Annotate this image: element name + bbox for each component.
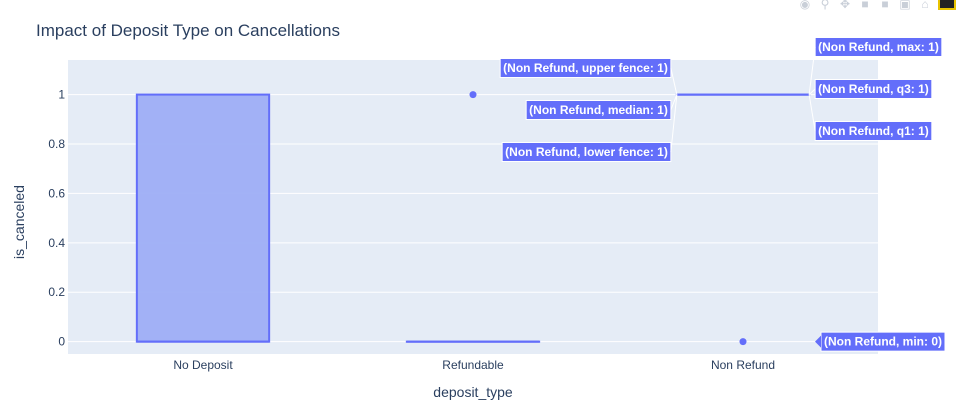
hover-q3: (Non Refund, q3: 1): [808, 79, 933, 99]
box-refundable[interactable]: [405, 91, 541, 343]
outlier-point[interactable]: [469, 91, 477, 99]
y-tick-label: 0.2: [48, 285, 65, 299]
x-tick-label: No Deposit: [173, 358, 233, 372]
zoom-icon[interactable]: ⚲: [820, 0, 830, 11]
y-tick-label: 0: [58, 335, 65, 349]
camera-icon[interactable]: ◉: [799, 0, 811, 11]
x-tick-label: Refundable: [442, 358, 504, 372]
y-tick-label: 0.4: [48, 236, 65, 250]
plotly-logo-icon[interactable]: [938, 0, 956, 10]
y-tick-label: 1: [58, 88, 65, 102]
hover-lower-fence-connector: [670, 94, 678, 153]
reset-icon[interactable]: ⌂: [921, 0, 929, 11]
hover-min-text: (Non Refund, min: 0): [824, 335, 942, 349]
outlier-point[interactable]: [739, 338, 747, 346]
box-no-deposit[interactable]: [135, 93, 271, 343]
modebar: ◉ ⚲ ✥ ■ ■ ▣ ⌂: [798, 0, 956, 12]
hover-q1-text: (Non Refund, q1: 1): [818, 124, 929, 138]
hover-q3-text: (Non Refund, q3: 1): [818, 82, 929, 96]
hover-upper-fence-text: (Non Refund, upper fence: 1): [503, 61, 668, 75]
ticks: 0 0.2 0.4 0.6 0.8 1 No Deposit Refundable Non Re…: [48, 88, 775, 372]
x-tick-label: Non Refund: [711, 358, 775, 372]
hover-q1: (Non Refund, q1: 1): [808, 94, 933, 141]
hover-lower-fence: (Non Refund, lower fence: 1): [501, 94, 678, 162]
hover-median-connector: [670, 94, 678, 111]
hover-median-text: (Non Refund, median: 1): [529, 103, 668, 117]
hover-median: (Non Refund, median: 1): [525, 94, 678, 120]
hover-max-text: (Non Refund, max: 1): [818, 40, 939, 54]
hover-q3-connector: [808, 88, 816, 95]
pan-icon[interactable]: ✥: [839, 0, 851, 11]
y-axis-title: is_canceled: [11, 185, 27, 259]
zoom-in-icon[interactable]: ■: [861, 0, 869, 11]
hover-upper-fence-connector: [670, 67, 678, 95]
hover-max: (Non Refund, max: 1): [808, 37, 943, 95]
box-body[interactable]: [135, 93, 271, 343]
y-tick-label: 0.6: [48, 186, 65, 200]
hover-max-connector: [808, 46, 816, 95]
hover-q1-connector: [808, 94, 816, 132]
y-tick-label: 0.8: [48, 137, 65, 151]
hover-upper-fence: (Non Refund, upper fence: 1): [499, 58, 678, 95]
autoscale-icon[interactable]: ▣: [899, 0, 911, 11]
hover-min: (Non Refund, min: 0): [815, 331, 946, 352]
hover-lower-fence-text: (Non Refund, lower fence: 1): [505, 145, 668, 159]
x-axis-title: deposit_type: [433, 384, 513, 400]
chart-title: Impact of Deposit Type on Cancellations: [36, 21, 340, 40]
zoom-out-icon[interactable]: ■: [881, 0, 889, 11]
hover-labels: (Non Refund, upper fence: 1) (Non Refund,…: [499, 37, 946, 352]
hover-min-pointer: [815, 335, 821, 348]
